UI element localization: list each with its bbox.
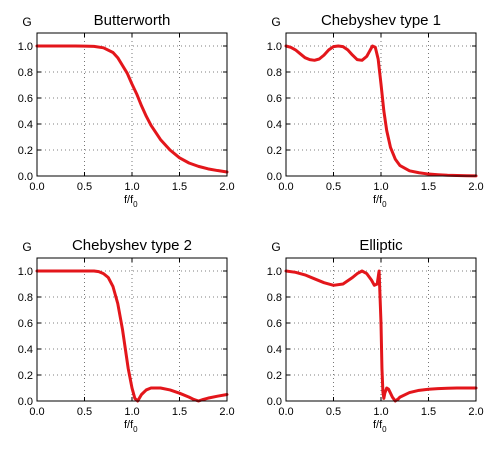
x-axis-label-main: f/f xyxy=(124,419,134,431)
y-tick-label: 0.2 xyxy=(267,370,282,382)
plot-frame xyxy=(285,257,477,402)
y-axis-label: G xyxy=(22,240,31,254)
chart-panel-2: Chebyshev type 1 G 0.0 0.5 1.0 1.5 2.0 0.0 0.2 0.… xyxy=(267,12,484,209)
x-tick-label: 0.5 xyxy=(77,181,92,193)
plot-frame xyxy=(36,257,228,402)
x-tick-label: 0.0 xyxy=(278,181,293,193)
y-tick-label: 0.8 xyxy=(18,67,33,79)
x-axis-label-main: f/f xyxy=(124,194,134,206)
x-axis-label-main: f/f xyxy=(373,194,383,206)
x-tick-label: 0.5 xyxy=(326,181,341,193)
y-tick-label: 1.0 xyxy=(18,266,33,278)
x-axis-label: f/f0 xyxy=(124,419,138,434)
y-axis-label: G xyxy=(22,15,31,29)
y-tick-label: 0.8 xyxy=(267,67,282,79)
y-tick-label: 0.0 xyxy=(267,396,282,408)
x-tick-label: 2.0 xyxy=(468,406,483,418)
x-tick-label: 1.5 xyxy=(172,181,187,193)
x-tick-label: 0.0 xyxy=(29,181,44,193)
x-tick-label: 0.5 xyxy=(326,406,341,418)
y-tick-label: 0.4 xyxy=(18,344,33,356)
y-tick-label: 0.0 xyxy=(18,171,33,183)
y-tick-label: 1.0 xyxy=(267,41,282,53)
y-tick-label: 0.6 xyxy=(18,93,33,105)
y-tick-label: 0.4 xyxy=(18,119,33,131)
x-axis-label: f/f0 xyxy=(124,194,138,209)
y-tick-label: 0.2 xyxy=(18,370,33,382)
x-tick-label: 1.5 xyxy=(421,181,436,193)
y-tick-label: 0.8 xyxy=(267,292,282,304)
y-tick-label: 1.0 xyxy=(18,41,33,53)
chart-panel-1: Butterworth G 0.0 0.5 1.0 1.5 2.0 0.0 0.2 0.4 0.6 0… xyxy=(18,12,235,209)
y-tick-label: 0.6 xyxy=(267,318,282,330)
y-tick-label: 1.0 xyxy=(267,266,282,278)
chart-panel-4: Elliptic G 0.0 0.5 1.0 1.5 2.0 0.0 0.2 0.4 0.6 0.8 1… xyxy=(267,237,484,434)
chart-title: Chebyshev type 1 xyxy=(321,12,441,29)
x-tick-label: 2.0 xyxy=(219,406,234,418)
x-tick-label: 0.5 xyxy=(77,406,92,418)
x-axis-label: f/f0 xyxy=(373,194,387,209)
chart-title: Butterworth xyxy=(94,12,171,29)
x-tick-label: 2.0 xyxy=(219,181,234,193)
plot-frame xyxy=(36,32,228,177)
x-axis-label-subscript: 0 xyxy=(382,200,387,209)
y-tick-label: 0.4 xyxy=(267,119,282,131)
x-tick-label: 0.0 xyxy=(278,406,293,418)
x-tick-label: 1.5 xyxy=(421,406,436,418)
y-tick-label: 0.2 xyxy=(18,145,33,157)
x-tick-label: 0.0 xyxy=(29,406,44,418)
y-tick-label: 0.2 xyxy=(267,145,282,157)
x-tick-label: 2.0 xyxy=(468,181,483,193)
gain-curve xyxy=(35,44,229,174)
plot-frame xyxy=(285,32,477,177)
x-axis-label-subscript: 0 xyxy=(382,425,387,434)
x-axis-label: f/f0 xyxy=(373,419,387,434)
chart-panel-3: Chebyshev type 2 G 0.0 0.5 1.0 1.5 2.0 0.0 0.2 0.… xyxy=(18,237,235,434)
x-axis-label-subscript: 0 xyxy=(133,200,138,209)
y-tick-label: 0.8 xyxy=(18,292,33,304)
y-tick-label: 0.0 xyxy=(267,171,282,183)
y-tick-label: 0.0 xyxy=(18,396,33,408)
gain-curve xyxy=(284,269,478,403)
chart-title: Chebyshev type 2 xyxy=(72,237,192,254)
y-tick-label: 0.4 xyxy=(267,344,282,356)
x-tick-label: 1.0 xyxy=(373,181,388,193)
y-tick-label: 0.6 xyxy=(18,318,33,330)
x-tick-label: 1.0 xyxy=(124,406,139,418)
y-axis-label: G xyxy=(271,240,280,254)
y-tick-label: 0.6 xyxy=(267,93,282,105)
y-axis-label: G xyxy=(271,15,280,29)
x-axis-label-main: f/f xyxy=(373,419,383,431)
x-tick-label: 1.0 xyxy=(373,406,388,418)
x-tick-label: 1.0 xyxy=(124,181,139,193)
gain-curve xyxy=(35,269,229,403)
chart-title: Elliptic xyxy=(359,237,403,254)
gain-curve xyxy=(284,44,478,178)
x-tick-label: 1.5 xyxy=(172,406,187,418)
x-axis-label-subscript: 0 xyxy=(133,425,138,434)
